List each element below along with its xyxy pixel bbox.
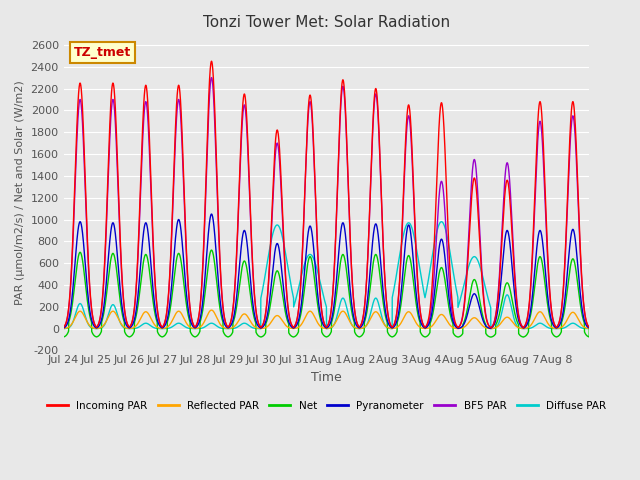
Y-axis label: PAR (μmol/m2/s) / Net and Solar (W/m2): PAR (μmol/m2/s) / Net and Solar (W/m2) xyxy=(15,80,25,305)
X-axis label: Time: Time xyxy=(311,371,342,384)
Title: Tonzi Tower Met: Solar Radiation: Tonzi Tower Met: Solar Radiation xyxy=(203,15,450,30)
Text: TZ_tmet: TZ_tmet xyxy=(74,46,131,59)
Legend: Incoming PAR, Reflected PAR, Net, Pyranometer, BF5 PAR, Diffuse PAR: Incoming PAR, Reflected PAR, Net, Pyrano… xyxy=(43,396,610,415)
